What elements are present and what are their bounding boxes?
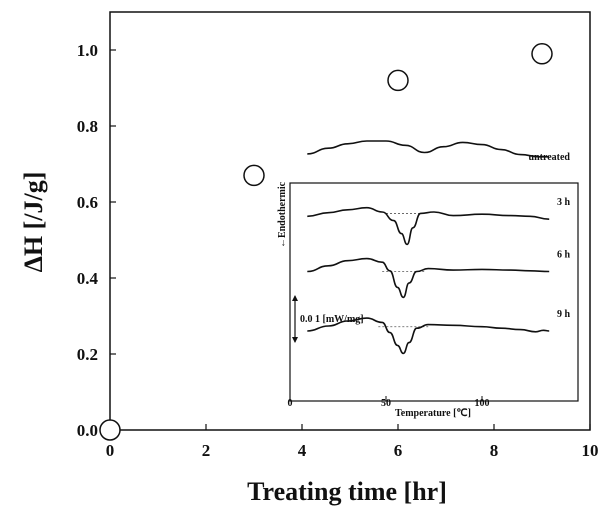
data-point <box>531 43 553 65</box>
curve-label: 6 h <box>557 250 571 261</box>
inset-y-axis-title: ←Endothermic <box>277 181 288 248</box>
data-point <box>387 69 409 92</box>
y-tick-label: 1.0 <box>77 41 98 60</box>
inset-axis-ticks <box>289 396 483 401</box>
main-tick-labels: 0 2 4 6 8 10 0.0 0.2 0.4 0.6 0.8 1.0 <box>77 41 599 460</box>
inset-baselines <box>378 213 429 328</box>
dsc-curve <box>307 140 550 158</box>
x-tick-label: 2 <box>202 441 211 460</box>
x-axis-title: Treating time [hr] <box>247 477 447 506</box>
inset-tick-labels: 0 50 100 <box>288 398 490 409</box>
y-tick-label: 0.8 <box>77 117 98 136</box>
scale-bar-arrowheads <box>292 295 298 343</box>
inset-x-tick-label: 100 <box>475 398 490 409</box>
y-tick-label: 0.4 <box>77 269 99 288</box>
dsc-curve <box>307 206 550 246</box>
curve-label: 3 h <box>557 197 571 208</box>
main-data-points <box>99 43 553 441</box>
inset-dsc-curves <box>307 140 550 355</box>
inset-plot-frame <box>289 182 579 402</box>
scale-bar-label: 0.0 1 [mW/mg] <box>300 314 364 325</box>
y-tick-label: 0.6 <box>77 193 98 212</box>
x-tick-label: 10 <box>582 441 599 460</box>
data-point <box>243 164 265 187</box>
curve-label: 9 h <box>557 309 571 320</box>
y-axis-title: ΔH [/J/g] <box>19 172 48 273</box>
y-tick-label: 0.0 <box>77 421 98 440</box>
inset-x-tick-label: 50 <box>381 398 391 409</box>
inset-x-tick-label: 0 <box>288 398 293 409</box>
curve-label: untreated <box>529 152 571 163</box>
data-point <box>99 419 121 441</box>
x-tick-label: 8 <box>490 441 499 460</box>
inset-x-axis-title: Temperature [℃] <box>395 408 471 419</box>
inset-curve-labels: untreated 3 h 6 h 9 h <box>529 152 571 320</box>
dsc-curve <box>307 257 550 299</box>
y-tick-label: 0.2 <box>77 345 98 364</box>
x-tick-label: 4 <box>298 441 307 460</box>
x-tick-label: 0 <box>106 441 115 460</box>
x-tick-label: 6 <box>394 441 403 460</box>
inset-scale-bar: 0.0 1 [mW/mg] <box>292 295 364 343</box>
main-plot-frame <box>109 11 591 431</box>
dsc-curve <box>307 317 550 355</box>
